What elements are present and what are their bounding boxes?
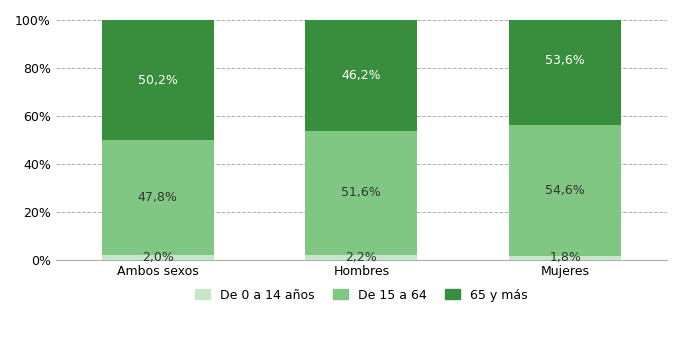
Text: 47,8%: 47,8% (138, 191, 177, 204)
Text: 1,8%: 1,8% (549, 251, 581, 264)
Text: 50,2%: 50,2% (138, 74, 177, 87)
Text: 46,2%: 46,2% (342, 69, 381, 82)
Bar (509, 0, 621, 125)
Bar (306, 131, 417, 255)
Legend: De 0 a 14 años, De 15 a 64, 65 y más: De 0 a 14 años, De 15 a 64, 65 y más (190, 284, 533, 306)
Text: 53,6%: 53,6% (545, 54, 585, 67)
Bar (102, 255, 213, 260)
Bar (102, 20, 213, 140)
Text: 51,6%: 51,6% (342, 186, 381, 199)
Bar (102, 140, 213, 255)
Text: 2,2%: 2,2% (346, 251, 377, 264)
Text: 2,0%: 2,0% (142, 251, 173, 264)
Bar (509, 125, 621, 256)
Bar (306, 20, 417, 131)
Text: 54,6%: 54,6% (545, 184, 585, 197)
Bar (306, 255, 417, 260)
Bar (509, 256, 621, 260)
